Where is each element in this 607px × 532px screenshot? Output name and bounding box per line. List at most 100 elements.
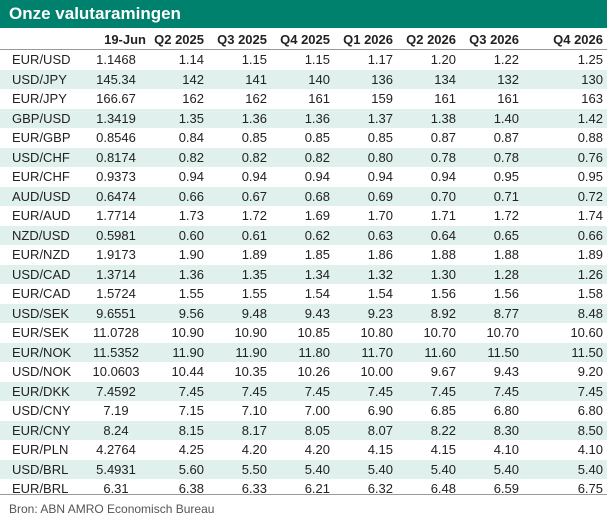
forecast-cell: 6.48 (397, 479, 460, 499)
forecast-cell: 8.17 (208, 420, 271, 440)
forecast-cell: 0.66 (523, 225, 607, 245)
forecast-cell: 1.54 (334, 284, 397, 304)
currency-pair-cell: USD/SEK (0, 303, 86, 323)
spot-rate-cell: 0.8174 (86, 147, 150, 167)
bottom-rule (0, 494, 607, 495)
spot-rate-cell: 11.0728 (86, 323, 150, 343)
forecast-cell: 0.78 (460, 147, 523, 167)
forecast-cell: 1.15 (208, 49, 271, 70)
table-body: EUR/USD 1.1468 1.14 1.15 1.15 1.17 1.20 1.22 1.2… (0, 49, 607, 499)
forecast-cell: 6.80 (460, 401, 523, 421)
table-row: EUR/GBP 0.8546 0.84 0.85 0.85 0.85 0.87 0.87 0.8… (0, 128, 607, 148)
forecast-cell: 6.33 (208, 479, 271, 499)
table-row: USD/JPY 145.34 142 141 140 136 134 132 130 (0, 69, 607, 89)
currency-pair-cell: EUR/PLN (0, 440, 86, 460)
forecast-cell: 0.94 (334, 167, 397, 187)
spot-rate-cell: 7.4592 (86, 381, 150, 401)
forecast-cell: 130 (523, 69, 607, 89)
forecast-cell: 1.56 (460, 284, 523, 304)
table-header-row: 19-Jun Q2 2025 Q3 2025 Q4 2025 Q1 2026 Q2 202… (0, 29, 607, 50)
forecast-cell: 7.45 (208, 381, 271, 401)
currency-pair-cell: USD/CHF (0, 147, 86, 167)
currency-pair-cell: EUR/SEK (0, 323, 86, 343)
forecast-cell: 11.90 (150, 342, 208, 362)
header-cell: Q4 2025 (271, 29, 334, 50)
forecast-cell: 1.40 (460, 108, 523, 128)
table-row: EUR/DKK 7.4592 7.45 7.45 7.45 7.45 7.45 7.45 7.4… (0, 381, 607, 401)
forecast-cell: 0.85 (271, 128, 334, 148)
forecast-cell: 1.38 (397, 108, 460, 128)
forecast-cell: 1.56 (397, 284, 460, 304)
forecast-cell: 0.87 (397, 128, 460, 148)
forecast-cell: 142 (150, 69, 208, 89)
forecast-cell: 132 (460, 69, 523, 89)
forecast-cell: 0.82 (271, 147, 334, 167)
forecast-cell: 163 (523, 89, 607, 109)
forecast-cell: 0.63 (334, 225, 397, 245)
header-cell: 19-Jun (86, 29, 150, 50)
forecast-cell: 0.67 (208, 186, 271, 206)
forecast-cell: 0.69 (334, 186, 397, 206)
forecast-cell: 1.58 (523, 284, 607, 304)
forecast-cell: 7.45 (334, 381, 397, 401)
forecast-cell: 6.85 (397, 401, 460, 421)
forecast-cell: 10.90 (208, 323, 271, 343)
spot-rate-cell: 1.9173 (86, 245, 150, 265)
forecast-cell: 8.22 (397, 420, 460, 440)
currency-pair-cell: EUR/DKK (0, 381, 86, 401)
title-bar: Onze valutaramingen (0, 0, 607, 28)
forecast-cell: 1.70 (334, 206, 397, 226)
forecast-cell: 9.43 (271, 303, 334, 323)
currency-pair-cell: EUR/USD (0, 49, 86, 70)
spot-rate-cell: 0.5981 (86, 225, 150, 245)
table-row: EUR/JPY 166.67 162 162 161 159 161 161 163 (0, 89, 607, 109)
forecast-cell: 8.50 (523, 420, 607, 440)
forecast-cell: 4.20 (208, 440, 271, 460)
forecast-cell: 0.84 (150, 128, 208, 148)
forecast-cell: 8.15 (150, 420, 208, 440)
currency-pair-cell: EUR/NZD (0, 245, 86, 265)
forecast-cell: 7.00 (271, 401, 334, 421)
table-row: EUR/USD 1.1468 1.14 1.15 1.15 1.17 1.20 1.22 1.2… (0, 49, 607, 70)
currency-pair-cell: USD/NOK (0, 362, 86, 382)
forecast-cell: 161 (271, 89, 334, 109)
forecast-cell: 8.77 (460, 303, 523, 323)
forecast-cell: 1.73 (150, 206, 208, 226)
forecast-cell: 134 (397, 69, 460, 89)
forecast-cell: 5.60 (150, 459, 208, 479)
forecast-cell: 0.61 (208, 225, 271, 245)
forecast-cell: 1.89 (208, 245, 271, 265)
forecast-cell: 5.40 (397, 459, 460, 479)
spot-rate-cell: 11.5352 (86, 342, 150, 362)
forecast-cell: 8.07 (334, 420, 397, 440)
forecast-cell: 0.95 (460, 167, 523, 187)
table-row: EUR/CAD 1.5724 1.55 1.55 1.54 1.54 1.56 1.56 1.5… (0, 284, 607, 304)
forecast-cell: 10.80 (334, 323, 397, 343)
forecast-cell: 7.45 (460, 381, 523, 401)
forecast-cell: 5.50 (208, 459, 271, 479)
forecast-cell: 11.60 (397, 342, 460, 362)
forecast-cell: 0.60 (150, 225, 208, 245)
forecast-cell: 0.85 (334, 128, 397, 148)
forecast-cell: 1.17 (334, 49, 397, 70)
currency-pair-cell: USD/JPY (0, 69, 86, 89)
forecast-cell: 0.65 (460, 225, 523, 245)
forecast-cell: 7.45 (523, 381, 607, 401)
currency-pair-cell: EUR/JPY (0, 89, 86, 109)
header-cell: Q2 2026 (397, 29, 460, 50)
forecast-cell: 1.14 (150, 49, 208, 70)
forecast-cell: 7.45 (271, 381, 334, 401)
forecast-cell: 1.32 (334, 264, 397, 284)
forecast-cell: 4.10 (523, 440, 607, 460)
header-cell: Q1 2026 (334, 29, 397, 50)
forecast-cell: 6.32 (334, 479, 397, 499)
forecast-cell: 5.40 (271, 459, 334, 479)
forecast-cell: 162 (208, 89, 271, 109)
currency-pair-cell: EUR/CNY (0, 420, 86, 440)
spot-rate-cell: 0.9373 (86, 167, 150, 187)
forecast-cell: 11.80 (271, 342, 334, 362)
currency-pair-cell: EUR/GBP (0, 128, 86, 148)
spot-rate-cell: 1.7714 (86, 206, 150, 226)
forecast-cell: 11.70 (334, 342, 397, 362)
table-row: USD/NOK 10.0603 10.44 10.35 10.26 10.00 9.67 9.… (0, 362, 607, 382)
